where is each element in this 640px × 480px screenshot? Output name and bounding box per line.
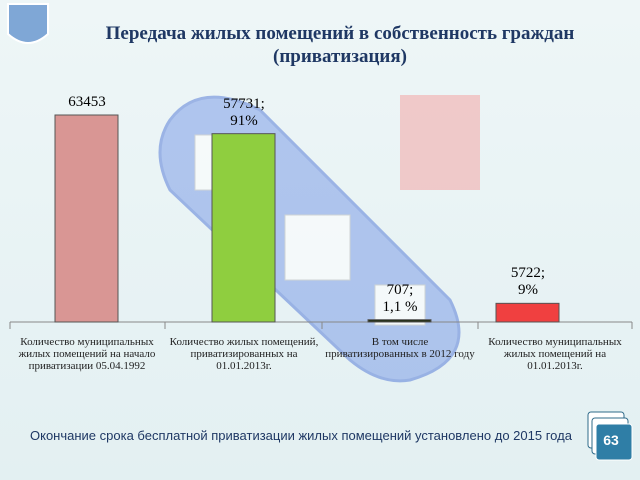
bar (211, 133, 276, 323)
data-label: 5722; 9% (510, 265, 546, 299)
x-tick-label: В том числе приватизированных в 2012 год… (325, 336, 475, 360)
x-tick-label: Количество муниципальных жилых помещений… (488, 336, 622, 372)
x-tick-label: Количество муниципальных жилых помещений… (18, 336, 156, 372)
data-label: 707; 1,1 % (382, 281, 418, 315)
data-label: 57731; 91% (223, 95, 265, 129)
slide-number: 63 (603, 432, 619, 448)
x-tick-label: Количество жилых помещений, приватизиров… (169, 336, 319, 372)
bar (495, 302, 560, 323)
data-label: 63453 (68, 94, 106, 110)
page-icon (587, 411, 633, 461)
logo (7, 3, 49, 44)
footnote: Окончание срока бесплатной приватизации … (30, 428, 572, 443)
bar (54, 114, 119, 323)
chart-title: Передача жилых помещений в собственность… (105, 23, 575, 67)
category-separators (9, 322, 633, 329)
bar (367, 319, 432, 323)
